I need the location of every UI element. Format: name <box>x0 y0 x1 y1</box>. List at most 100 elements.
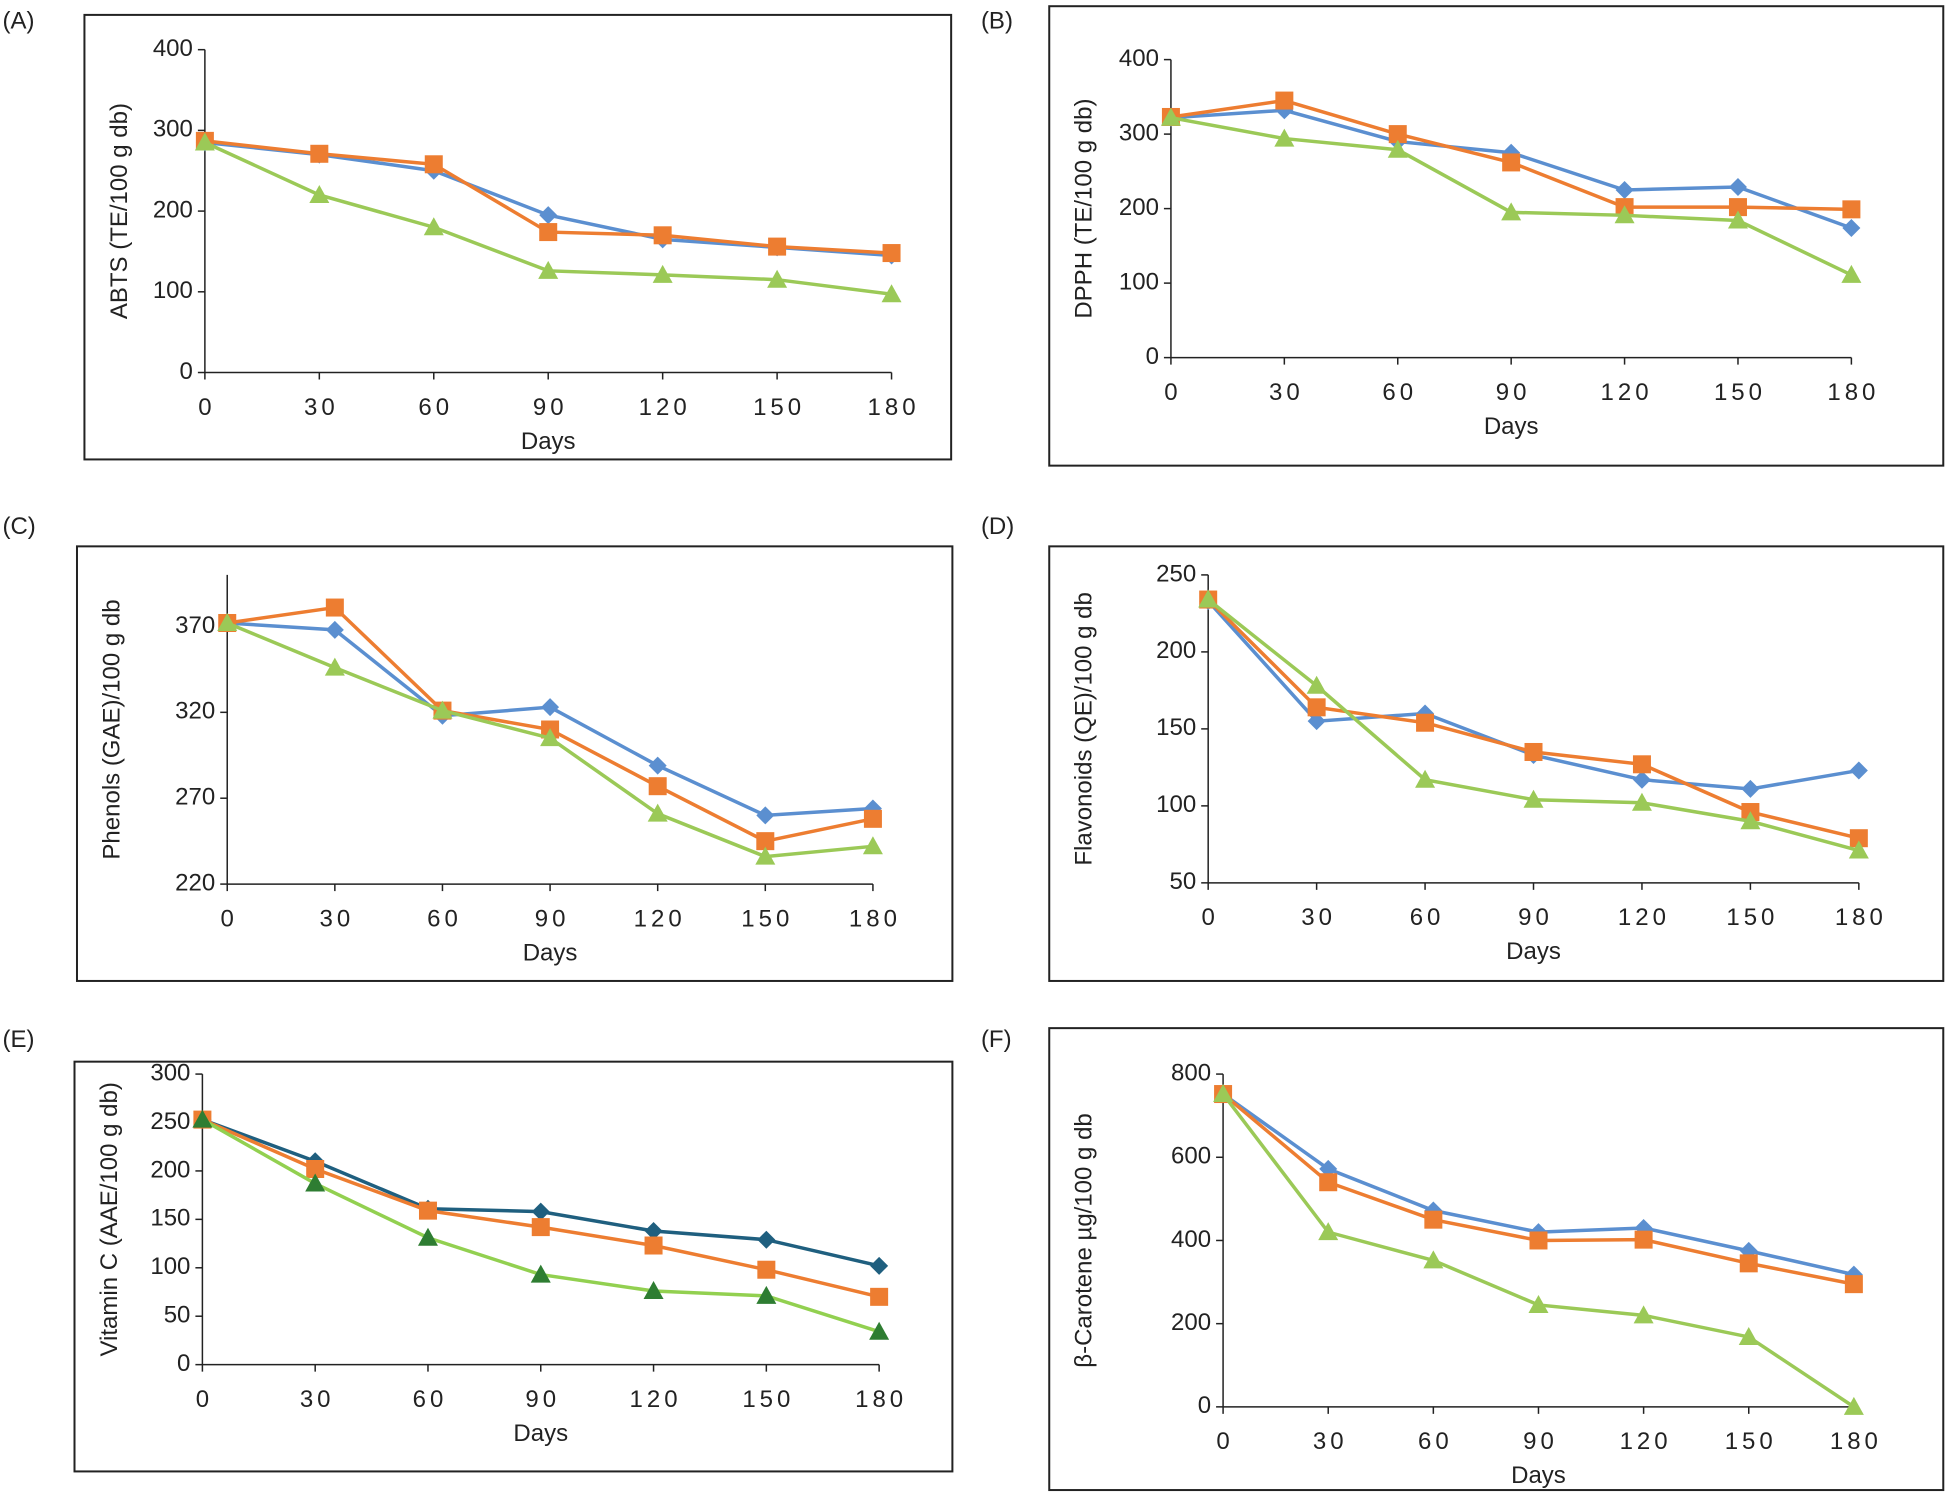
x-tick-label: 0 <box>196 1386 213 1413</box>
panel-frame <box>75 545 954 982</box>
y-tick-label: 200 <box>153 196 193 223</box>
panel-frame <box>73 1060 954 1473</box>
x-tick-label: 180 <box>855 1386 907 1413</box>
y-tick-label: 100 <box>1119 268 1159 295</box>
marker <box>1198 589 1219 608</box>
y-tick-label: 150 <box>150 1205 190 1232</box>
marker <box>305 1173 326 1192</box>
marker <box>531 1218 550 1237</box>
y-tick-label: 0 <box>1146 343 1159 370</box>
marker <box>309 184 330 203</box>
y-tick-label: 0 <box>177 1350 190 1377</box>
panel: (D) 50 100 150 200 250 0 30 60 90 120 150 180 Days Fla… <box>981 513 1945 982</box>
marker <box>1528 1294 1549 1313</box>
panel: (C) 220 270 320 370 0 30 60 90 120 150 180 Days Pheno… <box>2 513 954 982</box>
marker <box>530 1264 551 1283</box>
marker <box>1632 770 1651 789</box>
x-tick-label: 90 <box>1518 904 1553 931</box>
x-tick-label: 30 <box>1313 1428 1348 1455</box>
x-tick-label: 60 <box>1410 904 1445 931</box>
marker <box>1416 713 1435 732</box>
marker <box>1738 1326 1759 1345</box>
marker <box>1741 779 1760 798</box>
panel-frame <box>1048 5 1945 467</box>
x-tick-label: 90 <box>535 905 570 932</box>
marker <box>648 777 667 796</box>
marker <box>1849 829 1868 848</box>
marker <box>1306 675 1327 694</box>
x-tick-label: 120 <box>1618 904 1670 931</box>
x-tick-label: 30 <box>300 1386 335 1413</box>
x-tick-label: 150 <box>753 394 805 421</box>
series-line <box>1221 1092 1855 1409</box>
marker <box>310 144 329 163</box>
marker <box>1728 198 1747 217</box>
y-tick-label: 100 <box>153 277 193 304</box>
marker <box>540 728 561 747</box>
x-tick-label: 150 <box>1714 379 1766 406</box>
marker <box>417 1227 438 1246</box>
y-axis-label: Phenols (GAE)/100 g db <box>98 599 125 859</box>
x-axis-label: Days <box>1511 1462 1566 1489</box>
y-tick-label: 400 <box>1119 45 1159 72</box>
marker <box>306 1159 325 1178</box>
panel-label: (A) <box>2 8 34 35</box>
marker <box>1844 1275 1863 1294</box>
x-axis-label: Days <box>1506 938 1561 965</box>
marker <box>882 244 901 263</box>
marker <box>1213 1084 1234 1103</box>
marker <box>653 226 672 245</box>
marker <box>1843 1396 1864 1415</box>
x-tick-label: 60 <box>413 1386 448 1413</box>
marker <box>1739 1254 1758 1273</box>
marker <box>1318 1222 1339 1241</box>
panel-frame <box>1048 1027 1945 1492</box>
marker <box>1307 698 1326 717</box>
marker <box>1388 125 1407 144</box>
panel-label: (B) <box>981 8 1013 35</box>
series-line <box>1221 1092 1855 1286</box>
panel-label: (C) <box>2 513 35 540</box>
y-tick-label: 320 <box>175 698 215 725</box>
marker <box>755 846 776 865</box>
x-tick-label: 120 <box>630 1386 682 1413</box>
marker <box>1615 180 1634 199</box>
x-tick-label: 180 <box>1835 904 1887 931</box>
y-tick-label: 800 <box>1171 1059 1211 1086</box>
marker <box>1841 264 1862 283</box>
marker <box>325 598 344 617</box>
marker <box>418 1201 437 1220</box>
marker <box>644 1236 663 1255</box>
marker <box>756 806 775 825</box>
marker <box>768 237 787 256</box>
x-axis-label: Days <box>513 1420 568 1447</box>
panel-label: (D) <box>981 513 1014 540</box>
marker <box>538 260 559 279</box>
x-tick-label: 30 <box>304 394 339 421</box>
x-tick-label: 180 <box>868 394 920 421</box>
x-tick-label: 60 <box>418 394 453 421</box>
marker <box>643 1281 664 1300</box>
marker <box>767 269 788 288</box>
marker <box>1842 218 1861 237</box>
x-tick-label: 150 <box>1725 1428 1777 1455</box>
panel: (B) 0 100 200 300 400 0 30 60 90 120 150 180 Days DPPH… <box>981 5 1945 467</box>
x-axis-label: Days <box>1484 413 1539 440</box>
marker <box>757 1260 776 1279</box>
marker <box>1727 210 1748 229</box>
marker <box>1728 178 1747 197</box>
marker <box>1307 712 1326 731</box>
marker <box>1634 1230 1653 1249</box>
panel: (E) 0 50 100 150 200 250 300 0 30 60 90 120 150 180 Day… <box>2 1026 954 1473</box>
marker <box>869 1321 890 1340</box>
y-tick-label: 250 <box>1156 560 1196 587</box>
marker <box>1529 1231 1548 1250</box>
y-tick-label: 250 <box>150 1108 190 1135</box>
x-tick-label: 180 <box>1830 1428 1882 1455</box>
y-tick-label: 300 <box>150 1059 190 1086</box>
y-tick-label: 0 <box>180 358 193 385</box>
marker <box>424 155 443 174</box>
y-tick-label: 300 <box>1119 119 1159 146</box>
marker <box>756 832 775 851</box>
